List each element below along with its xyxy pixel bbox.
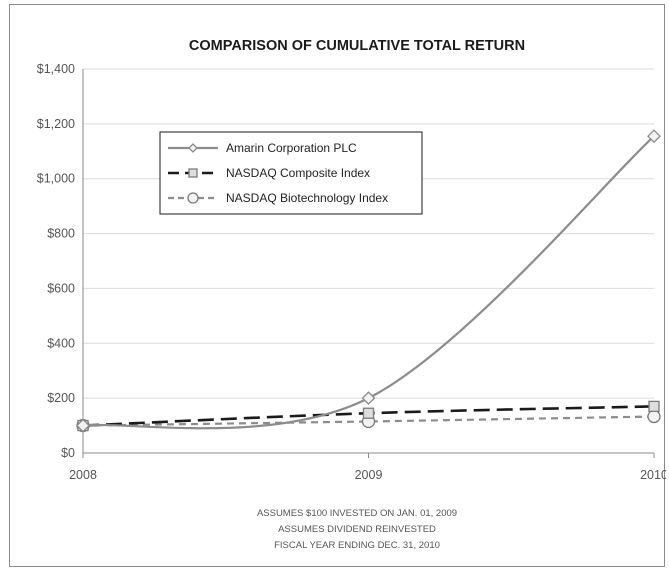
y-tick-label: $0 bbox=[61, 446, 75, 460]
series-group bbox=[76, 129, 661, 433]
y-tick-label: $1,400 bbox=[37, 62, 75, 76]
x-tick-label: 2010 bbox=[640, 468, 666, 482]
marker-circle bbox=[187, 192, 199, 204]
legend: Amarin Corporation PLC NASDAQ Composite I… bbox=[159, 131, 423, 215]
axes: $0 $200 $400 $600 $800 $1,000 $1,200 $1,400 2008… bbox=[37, 62, 666, 482]
marker-square bbox=[188, 168, 198, 178]
y-tick-label: $400 bbox=[47, 336, 75, 350]
legend-label: NASDAQ Biotechnology Index bbox=[226, 191, 388, 205]
marker-diamond bbox=[188, 143, 198, 153]
y-tick-label: $1,200 bbox=[37, 117, 75, 131]
x-tick-label: 2008 bbox=[69, 468, 97, 482]
marker-diamond bbox=[76, 418, 90, 433]
marker-square bbox=[362, 407, 375, 419]
marker-diamond bbox=[647, 129, 661, 144]
y-tick-label: $800 bbox=[47, 227, 75, 241]
chart-title: COMPARISON OF CUMULATIVE TOTAL RETURN bbox=[189, 38, 525, 54]
footnotes: ASSUMES $100 INVESTED ON JAN. 01, 2009 AS… bbox=[257, 508, 457, 551]
grid-lines bbox=[83, 68, 654, 399]
marker-circle bbox=[647, 409, 661, 424]
footnote-line: ASSUMES DIVIDEND REINVESTED bbox=[278, 524, 436, 535]
legend-label: NASDAQ Composite Index bbox=[226, 166, 370, 180]
y-tick-label: $200 bbox=[47, 391, 75, 405]
y-tick-label: $1,000 bbox=[37, 172, 75, 186]
series-amarin-corporation-plc bbox=[76, 129, 661, 433]
chart-canvas: COMPARISON OF CUMULATIVE TOTAL RETURN $0… bbox=[37, 38, 666, 551]
y-tick-label: $600 bbox=[47, 281, 75, 295]
marker-square bbox=[648, 400, 660, 413]
x-tick-label: 2009 bbox=[355, 468, 383, 482]
legend-label: Amarin Corporation PLC bbox=[226, 141, 357, 155]
footnote-line: ASSUMES $100 INVESTED ON JAN. 01, 2009 bbox=[257, 508, 457, 519]
legend-box bbox=[159, 131, 423, 215]
chart-frame: COMPARISON OF CUMULATIVE TOTAL RETURN $0… bbox=[9, 4, 666, 567]
marker-diamond bbox=[361, 391, 376, 406]
footnote-line: FISCAL YEAR ENDING DEC. 31, 2010 bbox=[274, 540, 440, 551]
